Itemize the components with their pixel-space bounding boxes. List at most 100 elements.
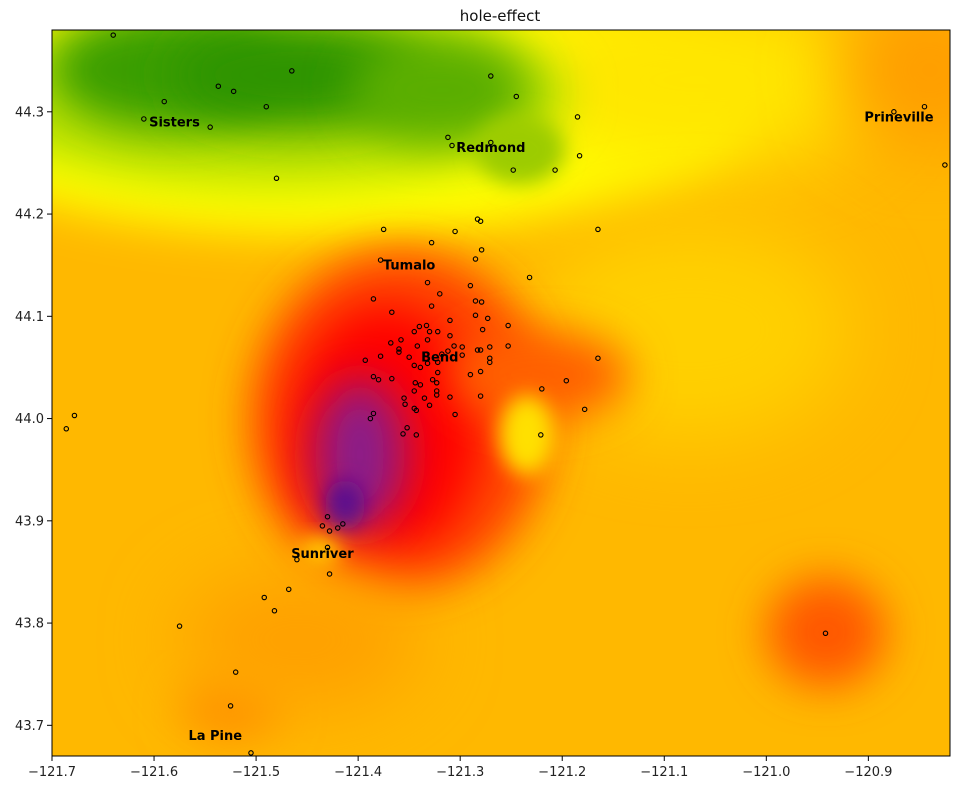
station-marker [377, 257, 384, 263]
station-marker [477, 347, 484, 353]
station-marker [459, 344, 465, 350]
station-marker [539, 386, 545, 392]
station-marker [822, 630, 829, 637]
station-marker [426, 402, 433, 409]
station-marker [411, 388, 418, 394]
station-marker [488, 73, 494, 79]
station-marker [505, 322, 511, 329]
station-marker [552, 167, 558, 173]
station-marker [595, 355, 601, 361]
y-tick-label: 44.3 [15, 105, 44, 120]
station-marker [510, 167, 516, 173]
y-tick-label: 43.8 [15, 617, 44, 632]
station-marker [477, 393, 484, 399]
town-labels: Sisters Redmond Prineville Tumalo Bend Sunriv… [149, 110, 934, 744]
station-marker [424, 337, 431, 343]
station-marker [484, 315, 491, 322]
station-markers [63, 32, 948, 756]
station-marker [433, 380, 440, 386]
station-marker [424, 360, 431, 367]
station-marker [574, 114, 581, 120]
x-tick-label: −121.1 [640, 765, 688, 780]
station-marker [396, 349, 402, 355]
station-marker [433, 392, 440, 398]
station-marker [380, 226, 387, 233]
station-marker [324, 544, 331, 551]
x-tick-label: −121.3 [436, 765, 484, 780]
station-marker [377, 353, 384, 359]
station-marker [273, 175, 280, 182]
station-marker [227, 703, 234, 709]
station-marker [472, 256, 479, 262]
station-marker [424, 279, 431, 286]
station-marker [326, 571, 333, 577]
station-marker [413, 432, 420, 438]
station-marker [370, 296, 377, 302]
station-marker [478, 299, 485, 305]
heatmap-surface [52, 30, 950, 756]
station-marker [467, 371, 474, 378]
station-marker [429, 376, 436, 383]
station-marker [563, 377, 570, 384]
station-marker [271, 608, 278, 614]
station-marker [401, 395, 407, 401]
town-label: Bend [421, 351, 458, 366]
x-tick-label: −121.0 [742, 765, 790, 780]
station-marker [474, 347, 481, 353]
station-marker [402, 401, 408, 407]
station-marker [388, 340, 394, 346]
station-marker [487, 344, 493, 350]
station-marker [428, 239, 435, 246]
station-marker [417, 382, 424, 388]
town-label: Tumalo [383, 259, 435, 274]
town-label: Sunriver [291, 547, 354, 562]
station-marker [434, 369, 441, 376]
station-marker [595, 226, 601, 233]
station-marker [285, 586, 292, 593]
station-marker [437, 291, 443, 297]
station-marker [459, 352, 465, 358]
y-tick-label: 43.7 [15, 719, 44, 734]
station-marker [477, 218, 484, 224]
station-marker [426, 328, 433, 335]
station-marker [434, 359, 441, 366]
station-marker [479, 326, 486, 333]
station-marker [434, 328, 441, 335]
station-marker [472, 312, 479, 319]
y-tick-label: 44.2 [15, 208, 44, 223]
x-tick-label: −121.6 [130, 765, 178, 780]
station-marker [505, 343, 511, 349]
north-yellow-east [520, 30, 880, 170]
x-tick-label: −121.2 [538, 765, 586, 780]
x-tick-label: −121.5 [232, 765, 280, 780]
station-marker [487, 359, 493, 366]
station-marker [141, 116, 147, 122]
station-marker [414, 343, 421, 349]
town-label: La Pine [188, 729, 242, 744]
station-marker [370, 410, 377, 417]
station-marker [406, 354, 412, 360]
station-marker [215, 83, 222, 89]
station-marker [389, 375, 395, 382]
station-marker [340, 521, 346, 527]
southwest-orange [180, 570, 420, 710]
station-marker [207, 124, 213, 130]
station-marker [319, 523, 326, 529]
station-marker [396, 346, 402, 352]
chart-title: hole-effect [460, 7, 541, 25]
x-axis: −121.7 −121.6 −121.5 −121.4 −121.3 −121.2 −121… [28, 756, 892, 780]
station-marker [477, 368, 484, 375]
station-marker [428, 303, 435, 309]
station-marker [449, 142, 455, 149]
station-marker [370, 373, 377, 380]
station-marker [367, 415, 374, 422]
red-zone-east-arm [450, 330, 630, 420]
station-marker [248, 750, 254, 756]
station-marker [423, 322, 430, 329]
station-marker [289, 68, 295, 74]
station-marker [71, 412, 78, 419]
green-zone-east [475, 115, 565, 185]
station-marker [452, 411, 458, 418]
station-marker [413, 407, 420, 414]
